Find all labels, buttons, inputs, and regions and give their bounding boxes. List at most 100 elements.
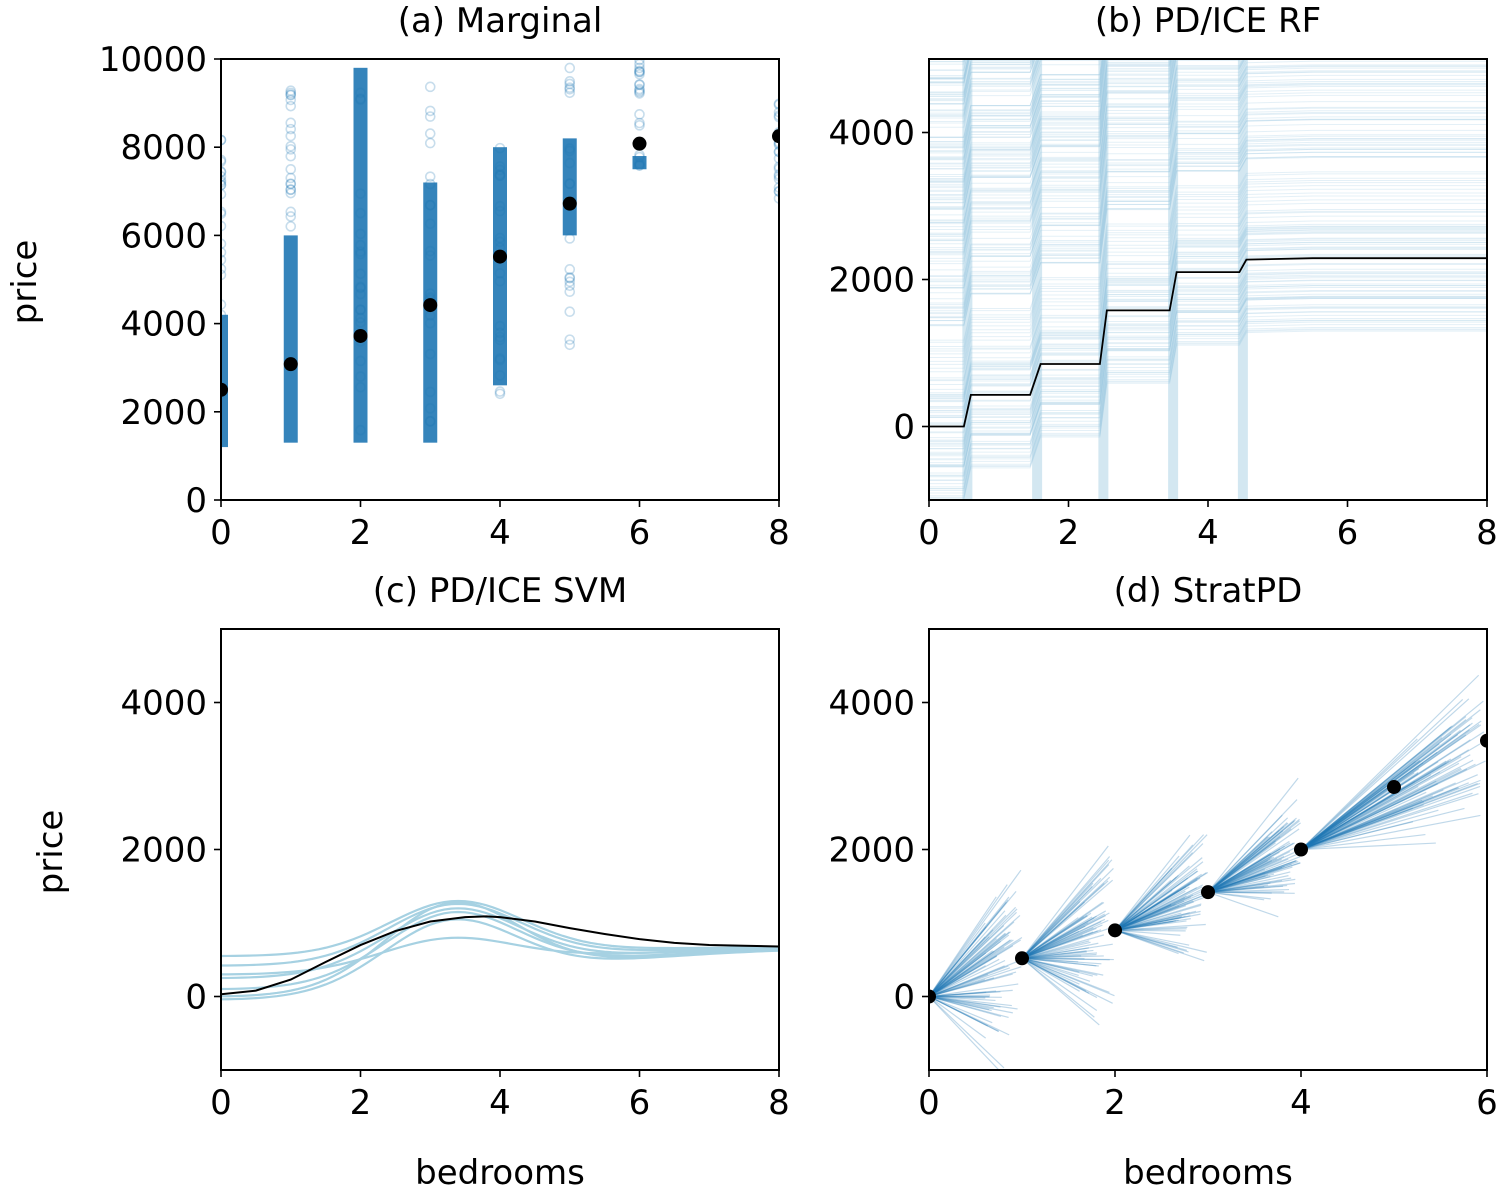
ice-line xyxy=(929,80,1487,251)
stratpd-slope-line xyxy=(1021,955,1082,959)
stratpd-slope-line xyxy=(1207,858,1271,893)
stratpd-slope-line xyxy=(1114,879,1172,931)
scatter-dense-band xyxy=(221,314,228,448)
stratpd-slope-line xyxy=(1300,842,1436,851)
y-tick-label: 4000 xyxy=(120,684,207,724)
scatter-point xyxy=(634,120,645,131)
scatter-point xyxy=(355,304,366,316)
ice-line xyxy=(929,59,1032,96)
stratpd-slope-line xyxy=(1207,851,1291,893)
stratpd-slope-line xyxy=(1300,807,1414,851)
ice-line xyxy=(929,192,1487,362)
stratpd-slope-line xyxy=(929,899,1009,997)
ice-line xyxy=(929,135,1487,306)
stratpd-slope-line xyxy=(1021,919,1109,959)
y-tick-label: 4000 xyxy=(120,305,207,345)
stratpd-slope-line xyxy=(1114,903,1176,931)
stratpd-slope-line xyxy=(929,939,1011,997)
stratpd-slope-line xyxy=(1114,890,1205,931)
stratpd-slope-line xyxy=(1207,860,1273,893)
scatter-point xyxy=(494,334,506,346)
stratpd-slope-line xyxy=(929,996,1000,1070)
stratpd-slope-line xyxy=(1300,799,1423,851)
panel-a-ticks: 0 2 4 6 8 0 2000 4000 6000 8000 10000 xyxy=(99,40,790,553)
stratpd-slope-line xyxy=(929,906,1017,997)
scatter-point xyxy=(285,89,297,101)
stratpd-slope-line xyxy=(1300,737,1443,850)
ice-step-band xyxy=(1237,59,1248,500)
stratpd-slope-line xyxy=(1021,901,1081,959)
stratpd-slope-line xyxy=(1300,722,1473,850)
stratpd-slope-line xyxy=(1300,729,1470,850)
stratpd-slope-line xyxy=(1021,929,1102,959)
scatter-point xyxy=(285,144,297,155)
scatter-point xyxy=(221,238,227,250)
scatter-point xyxy=(494,168,506,180)
ice-line xyxy=(929,293,1487,464)
stratpd-slope-line xyxy=(1114,897,1204,931)
scatter-point xyxy=(424,348,436,360)
stratpd-slope-line xyxy=(929,971,1017,998)
stratpd-slope-line xyxy=(1114,916,1186,931)
scatter-point xyxy=(634,86,645,98)
panel-b-title: (b) PD/ICE RF xyxy=(1095,1,1321,41)
scatter-point xyxy=(494,170,506,181)
stratpd-slope-line xyxy=(1207,873,1275,893)
stratpd-slope-line xyxy=(1207,814,1283,893)
stratpd-slope-line xyxy=(1300,738,1418,850)
stratpd-slope-line xyxy=(1021,917,1079,959)
mean-point xyxy=(772,129,779,144)
stratpd-slope-line xyxy=(1021,928,1109,959)
ice-line xyxy=(929,255,1487,426)
stratpd-slope-line xyxy=(1207,867,1283,893)
panel-c-ylabel: price xyxy=(31,810,71,895)
mean-point xyxy=(221,382,228,397)
stratpd-slope-line xyxy=(1114,870,1199,931)
scatter-point xyxy=(773,99,779,110)
ice-line xyxy=(929,59,1034,101)
scatter-dense-band xyxy=(283,235,298,443)
stratpd-slope-line xyxy=(1207,878,1296,893)
ice-line xyxy=(929,296,1487,467)
stratpd-slope-line xyxy=(1207,842,1295,893)
stratpd-slope-line xyxy=(1300,760,1447,851)
scatter-point xyxy=(634,62,645,74)
ice-step-band xyxy=(1032,59,1043,500)
scatter-point xyxy=(221,134,227,146)
scatter-point xyxy=(773,171,779,182)
ice-line xyxy=(929,59,1246,225)
stratpd-slope-line xyxy=(929,995,994,1009)
stratpd-slope-line xyxy=(1300,758,1452,851)
stratpd-slope-line xyxy=(929,983,1019,998)
stratpd-slope-line xyxy=(1114,889,1173,931)
panel-c-xlabel: bedrooms xyxy=(415,1153,585,1193)
stratpd-slope-line xyxy=(1207,863,1292,893)
stratpd-slope-line xyxy=(1207,840,1290,893)
stratpd-slope-line xyxy=(1300,763,1476,851)
ice-line xyxy=(929,59,1106,160)
scatter-point xyxy=(285,87,297,99)
ice-line xyxy=(929,59,1102,128)
ice-line xyxy=(929,59,1040,116)
stratpd-slope-line xyxy=(929,945,1014,998)
stratpd-slope-line xyxy=(1207,856,1301,893)
ice-line xyxy=(929,59,1038,112)
stratpd-slope-line xyxy=(1207,860,1298,893)
stratpd-slope-line xyxy=(1207,875,1271,893)
stratpd-slope-line xyxy=(1114,920,1176,931)
scatter-point xyxy=(285,94,297,106)
stratpd-slope-line xyxy=(1207,842,1276,893)
scatter-point xyxy=(424,415,436,427)
scatter-point xyxy=(221,166,227,178)
ice-line xyxy=(929,148,1487,319)
scatter-point xyxy=(355,381,366,393)
y-tick-label: 6000 xyxy=(120,216,207,256)
ice-line xyxy=(929,59,1173,189)
scatter-point xyxy=(564,276,576,288)
stratpd-point xyxy=(1294,842,1308,857)
stratpd-slope-line xyxy=(929,939,1014,997)
ice-line xyxy=(929,119,1487,289)
stratpd-slope-line xyxy=(1021,934,1083,959)
stratpd-slope-line xyxy=(1207,855,1285,893)
scatter-point xyxy=(355,355,366,367)
